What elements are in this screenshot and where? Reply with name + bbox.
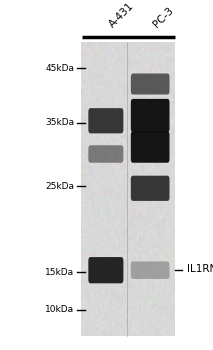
Text: 15kDa: 15kDa <box>45 268 75 277</box>
FancyBboxPatch shape <box>131 176 170 201</box>
FancyBboxPatch shape <box>131 261 170 279</box>
FancyBboxPatch shape <box>131 131 170 163</box>
Text: 25kDa: 25kDa <box>46 182 75 191</box>
Text: 45kDa: 45kDa <box>46 64 75 73</box>
FancyBboxPatch shape <box>88 257 123 284</box>
Text: 35kDa: 35kDa <box>45 118 75 127</box>
Text: IL1RN: IL1RN <box>187 265 213 274</box>
FancyBboxPatch shape <box>88 145 123 163</box>
FancyBboxPatch shape <box>131 74 170 95</box>
Text: PC-3: PC-3 <box>151 6 175 30</box>
FancyBboxPatch shape <box>131 99 170 132</box>
Text: A-431: A-431 <box>108 1 136 30</box>
Text: 10kDa: 10kDa <box>45 305 75 314</box>
FancyBboxPatch shape <box>88 108 123 133</box>
FancyBboxPatch shape <box>81 42 175 336</box>
